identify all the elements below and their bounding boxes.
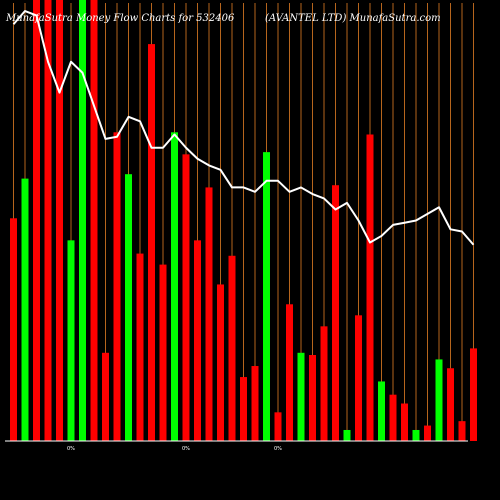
bar (447, 368, 454, 442)
chart-subtitle: (AVANTEL LTD) MunafaSutra.com (265, 13, 441, 24)
bar (366, 134, 374, 441)
bar (44, 0, 52, 441)
bar (309, 355, 316, 441)
bar (470, 348, 477, 441)
x-marker-label: 0% (274, 446, 282, 452)
bar (228, 255, 236, 441)
bar (171, 132, 178, 442)
bar (205, 187, 213, 441)
bar (159, 264, 167, 441)
bar (297, 352, 305, 441)
bar (67, 240, 75, 441)
bar (240, 377, 247, 441)
bar (182, 154, 190, 441)
bar (251, 366, 259, 441)
bar (378, 381, 385, 441)
bar (355, 315, 362, 441)
bar (148, 44, 155, 441)
x-marker-label: 0% (182, 446, 190, 452)
bar (125, 174, 132, 441)
bar (263, 152, 270, 441)
bar (136, 253, 144, 441)
bar (332, 185, 339, 441)
bar (320, 326, 328, 441)
bar (10, 218, 17, 441)
x-markers: 0% 0% 0% (67, 446, 282, 452)
bar (424, 425, 431, 441)
bar (102, 352, 109, 441)
bar (458, 421, 466, 441)
bars (10, 0, 477, 442)
x-marker-label: 0% (67, 446, 75, 452)
bar (343, 429, 351, 442)
bar (113, 132, 121, 442)
bar (286, 304, 293, 441)
bar (274, 412, 282, 441)
bar (33, 0, 40, 441)
bar (217, 284, 224, 441)
bar (21, 178, 29, 442)
bar (90, 0, 98, 441)
bar (79, 0, 86, 441)
bar (194, 240, 201, 441)
bar (401, 403, 408, 441)
bar (56, 0, 63, 441)
chart-title: MunafaSutra Money Flow Charts for 532406 (5, 13, 235, 24)
bar (412, 429, 420, 442)
bar (435, 359, 443, 441)
flow-line-path (12, 10, 475, 246)
bar (389, 394, 397, 441)
flow-line (12, 10, 475, 246)
